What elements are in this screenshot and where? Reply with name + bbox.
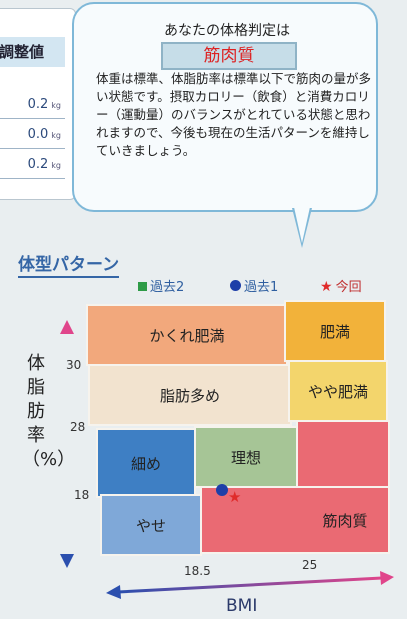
- y-tick: 30: [66, 358, 82, 372]
- y-axis-label: 体脂肪率（%）: [22, 353, 76, 470]
- zone-label: 理想: [230, 448, 261, 467]
- zone-thin: やせ: [100, 494, 202, 556]
- adjustment-row: 0.0 kg: [0, 127, 65, 149]
- adjustment-unit: kg: [51, 161, 61, 170]
- zone-high-fat: 脂肪多め: [88, 364, 292, 426]
- y-axis-arrow-down: [60, 554, 74, 568]
- zone-label: かくれ肥満: [149, 326, 225, 345]
- zone-slightly-obese: やや肥満: [288, 360, 388, 422]
- circle-icon: [230, 280, 241, 291]
- adjustment-unit: kg: [51, 131, 61, 140]
- zone-hidden-obese: かくれ肥満: [86, 304, 288, 366]
- adjustment-panel: 調整値 0.2 kg 0.0 kg 0.2 kg: [0, 8, 76, 200]
- adjustment-row: 0.2 kg: [0, 157, 65, 179]
- star-icon: ★: [320, 279, 333, 295]
- y-axis-arrow-up: [60, 320, 74, 334]
- legend-past2-label: 過去2: [150, 280, 185, 295]
- x-axis-arrow-right: [380, 571, 394, 585]
- square-icon: [138, 282, 147, 291]
- current-marker-star-icon: ★: [228, 488, 242, 506]
- verdict-title: あなたの体格判定は: [164, 23, 290, 39]
- zone-label: 脂肪多め: [159, 386, 220, 405]
- x-tick: 25: [302, 558, 318, 572]
- zone-muscular-upper: [296, 420, 390, 488]
- x-axis-arrow-left: [106, 585, 121, 599]
- adjustment-unit: kg: [51, 101, 61, 110]
- zone-label: 筋肉質: [322, 511, 368, 530]
- zone-label: 細め: [130, 454, 161, 473]
- verdict-result: 筋肉質: [161, 42, 297, 70]
- adjustment-value: 0.2: [27, 157, 49, 172]
- legend-current: ★ 今回: [320, 276, 362, 295]
- x-axis-label: BMI: [226, 596, 258, 616]
- zone-obese: 肥満: [284, 300, 386, 362]
- adjustment-row: 0.2 kg: [0, 97, 65, 119]
- zone-label: やせ: [135, 516, 166, 535]
- adjustment-header: 調整値: [0, 37, 65, 67]
- verdict-bubble: あなたの体格判定は 筋肉質 体重は標準、体脂肪率は標準以下で筋肉の量が多い状態で…: [72, 2, 378, 212]
- bubble-tail-inner: [294, 207, 310, 243]
- zone-muscular: 筋肉質: [200, 486, 390, 554]
- adjustment-value: 0.0: [27, 127, 49, 142]
- legend-current-label: 今回: [335, 280, 362, 295]
- verdict-description: 体重は標準、体脂肪率は標準以下で筋肉の量が多い状態です。摂取カロリー（飲食）と消…: [96, 71, 372, 158]
- zone-label: やや肥満: [307, 382, 368, 401]
- zone-slim: 細め: [96, 428, 196, 498]
- legend-past1-label: 過去1: [244, 280, 279, 295]
- adjustment-value: 0.2: [27, 97, 49, 112]
- y-tick: 18: [74, 488, 90, 502]
- zone-label: 肥満: [319, 322, 350, 341]
- past1-marker: [216, 484, 228, 496]
- x-tick: 18.5: [184, 564, 211, 578]
- zone-ideal: 理想: [194, 426, 298, 488]
- legend-past2: 過去2: [138, 276, 184, 295]
- section-title: 体型パターン: [18, 250, 120, 278]
- x-axis-line: [117, 576, 383, 594]
- y-tick: 28: [70, 420, 86, 434]
- legend-past1: 過去1: [230, 276, 278, 295]
